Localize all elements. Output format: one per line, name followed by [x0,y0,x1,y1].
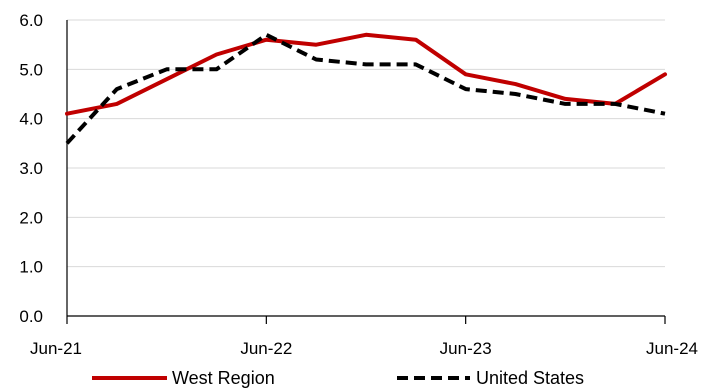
gridlines [67,19,665,268]
y-tick-label: 6.0 [19,11,43,30]
legend-label: United States [476,368,584,388]
legend-label: West Region [172,368,275,388]
legend: West Region United States [92,368,584,388]
axes [66,20,666,324]
series-line-united-states [65,32,666,145]
tick-labels: 0.0 1.0 2.0 3.0 4.0 5.0 6.0 Jun-21 Jun-22 Jun-23 J… [19,11,698,358]
y-tick-label: 1.0 [19,258,43,277]
y-tick-label: 3.0 [19,159,43,178]
series-lines [65,32,667,145]
x-tick-label: Jun-21 [30,339,82,358]
x-tick-label: Jun-22 [240,339,292,358]
y-tick-label: 4.0 [19,110,43,129]
x-tick-label: Jun-24 [646,339,698,358]
y-tick-label: 2.0 [19,208,43,227]
y-tick-label: 0.0 [19,307,43,326]
series-line-west-region [65,32,667,116]
y-tick-label: 5.0 [19,60,43,79]
x-tick-label: Jun-23 [440,339,492,358]
